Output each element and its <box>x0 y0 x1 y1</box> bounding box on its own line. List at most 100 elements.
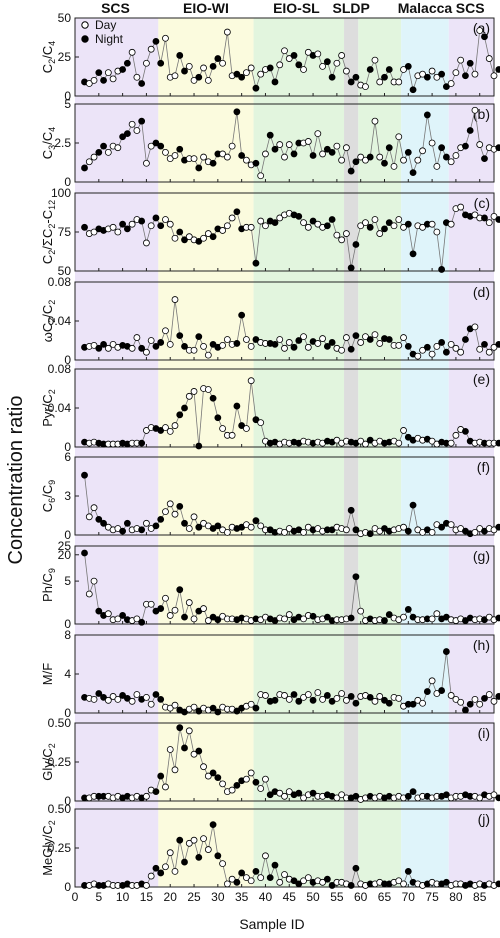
panel-tag: (e) <box>473 371 490 387</box>
data-point <box>466 700 474 708</box>
data-point <box>185 392 193 400</box>
data-point <box>123 694 131 702</box>
data-point <box>495 880 500 888</box>
data-point <box>371 331 379 339</box>
data-point <box>162 216 169 223</box>
data-point <box>276 789 284 797</box>
data-point <box>104 610 112 618</box>
y-tick-label: 0.50 <box>48 802 72 816</box>
x-tick-label: 55 <box>330 890 344 904</box>
data-point <box>281 692 288 699</box>
data-point <box>181 708 188 716</box>
data-point <box>281 153 288 161</box>
data-point <box>257 785 265 792</box>
data-point <box>223 880 231 888</box>
data-point <box>281 344 288 352</box>
data-point <box>495 693 500 700</box>
data-point <box>323 613 331 621</box>
data-point <box>219 59 227 67</box>
data-point <box>362 219 369 227</box>
data-point <box>452 69 460 76</box>
data-point <box>162 508 169 516</box>
data-point <box>138 439 146 447</box>
data-point <box>219 425 227 432</box>
region-label: EIO-SL <box>273 0 320 16</box>
data-point <box>143 348 150 356</box>
data-point <box>243 425 250 432</box>
data-point <box>290 150 298 158</box>
data-point <box>252 416 260 424</box>
data-point <box>395 133 403 141</box>
data-point <box>338 236 346 244</box>
y-tick-label: 0 <box>64 353 71 367</box>
panel-frame <box>74 545 495 625</box>
data-point <box>190 615 198 623</box>
data-point <box>281 529 288 536</box>
data-point <box>152 342 160 350</box>
data-point <box>95 344 103 352</box>
data-point <box>200 234 207 242</box>
data-point <box>385 699 393 707</box>
data-point <box>381 159 388 167</box>
data-point <box>276 878 284 886</box>
data-point <box>462 72 469 80</box>
data-point <box>395 78 403 86</box>
panel-ylabel: Pyr/C2 <box>40 389 57 427</box>
data-point <box>190 836 198 844</box>
data-point <box>442 153 450 161</box>
data-point <box>323 875 331 883</box>
region-label: SLDP <box>332 0 369 16</box>
data-point <box>385 336 393 343</box>
data-point <box>219 227 227 234</box>
y-tick-label: 75 <box>58 225 72 239</box>
data-point <box>290 691 298 698</box>
data-point <box>166 155 174 163</box>
data-point <box>333 436 341 444</box>
data-point <box>243 336 250 343</box>
data-point <box>176 836 184 844</box>
data-point <box>342 144 350 152</box>
y-tick-label: 25 <box>58 50 72 64</box>
data-point <box>90 228 98 236</box>
data-point <box>390 222 398 230</box>
data-point <box>257 217 265 225</box>
data-point <box>104 69 112 76</box>
data-point <box>462 427 469 435</box>
y-tick-label: 0 <box>64 880 71 894</box>
data-point <box>143 792 150 800</box>
data-point <box>247 342 255 350</box>
data-point <box>457 348 465 356</box>
data-point <box>190 77 198 84</box>
data-point <box>357 153 365 161</box>
data-point <box>466 127 474 134</box>
panel-d: 0 0.04 0.08 ωC2/C2 (d) <box>40 275 500 367</box>
data-point <box>304 138 312 145</box>
data-point <box>476 27 484 34</box>
data-point <box>171 152 179 159</box>
data-point <box>276 336 284 343</box>
data-point <box>309 612 317 620</box>
x-tick-label: 20 <box>164 890 178 904</box>
data-point <box>147 45 155 53</box>
data-point <box>195 853 203 861</box>
data-point <box>233 707 241 715</box>
data-point <box>428 139 436 147</box>
region-label: Malacca <box>398 0 453 16</box>
data-point <box>147 222 155 230</box>
data-point <box>85 590 93 598</box>
data-point <box>404 527 412 535</box>
data-point <box>338 156 346 164</box>
panel-tag: (i) <box>478 725 490 741</box>
data-point <box>328 697 336 705</box>
x-tick-label: 5 <box>95 890 102 904</box>
data-point <box>490 697 498 705</box>
data-point <box>214 774 222 781</box>
data-point <box>485 219 493 227</box>
data-point <box>176 145 184 153</box>
data-point <box>157 427 165 434</box>
data-point <box>166 849 174 857</box>
data-point <box>157 695 165 703</box>
data-point <box>152 214 160 222</box>
data-point <box>314 50 322 58</box>
data-point <box>471 106 479 114</box>
